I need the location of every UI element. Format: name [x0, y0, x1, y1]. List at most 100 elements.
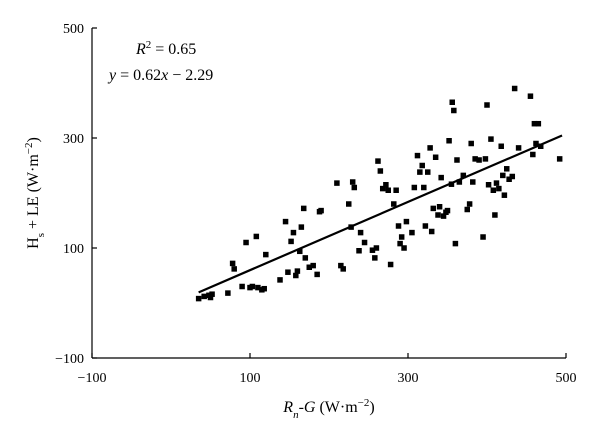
data-point: [263, 251, 269, 258]
eq-intercept: − 2.29: [168, 67, 213, 84]
x-ticks: −100 100 300 500: [78, 353, 577, 386]
data-point: [385, 187, 391, 193]
data-point: [432, 154, 439, 160]
y-tick-label: 300: [63, 132, 84, 147]
x-title-dash: -: [299, 399, 304, 416]
x-title-sub: n: [293, 409, 299, 421]
data-point: [357, 229, 364, 236]
data-point: [488, 136, 494, 142]
data-point: [243, 239, 249, 246]
data-point: [310, 262, 316, 269]
data-point: [535, 120, 542, 127]
data-point: [297, 248, 303, 255]
data-point: [498, 143, 504, 149]
data-point: [428, 228, 435, 235]
data-point: [454, 157, 460, 163]
data-point: [493, 180, 500, 186]
data-point: [531, 120, 538, 127]
data-point: [449, 99, 455, 105]
data-point: [430, 205, 437, 212]
data-point: [207, 294, 214, 301]
data-point: [419, 162, 425, 169]
data-point: [294, 268, 301, 274]
eq-x: x: [160, 67, 168, 84]
data-point: [318, 207, 324, 214]
data-point: [468, 140, 474, 147]
data-point: [369, 247, 376, 253]
data-point: [387, 261, 394, 268]
y-title-h: H: [25, 237, 42, 249]
data-point: [282, 218, 289, 225]
data-point: [533, 140, 539, 147]
data-point: [556, 156, 563, 162]
data-point: [201, 293, 207, 300]
data-point: [393, 187, 399, 193]
r2-symbol: R: [135, 41, 146, 58]
data-point: [466, 201, 473, 207]
data-point: [440, 213, 447, 219]
data-point: [249, 283, 256, 290]
data-point: [506, 176, 512, 182]
data-point: [414, 152, 421, 159]
eq-y: y: [107, 67, 117, 84]
data-point: [293, 272, 299, 279]
y-tick-label: 500: [63, 22, 84, 37]
y-ticks: −100 100 300 500: [55, 22, 97, 367]
data-point: [464, 206, 470, 213]
data-point: [500, 172, 506, 179]
data-point: [421, 184, 427, 191]
data-point: [225, 290, 231, 296]
data-point: [537, 143, 544, 149]
data-point: [527, 93, 534, 99]
y-axis-title: Hs + LE (W·m−2): [23, 137, 47, 249]
data-point: [530, 151, 536, 158]
data-point: [451, 107, 457, 114]
r2-superscript: 2: [146, 39, 152, 51]
x-title-r: R: [282, 399, 293, 416]
data-point: [349, 179, 356, 185]
data-point: [314, 271, 320, 278]
data-point: [377, 168, 384, 174]
data-point: [456, 179, 463, 185]
data-point: [209, 291, 215, 297]
data-point: [444, 207, 451, 214]
y-title-close: ): [25, 137, 42, 142]
data-point: [261, 285, 267, 292]
x-tick-label: 500: [556, 371, 577, 386]
data-point: [375, 158, 381, 164]
data-point: [351, 184, 358, 191]
data-point: [395, 223, 402, 229]
data-point: [411, 184, 418, 191]
data-point: [288, 238, 294, 245]
y-tick-label: 100: [63, 242, 84, 257]
regression-line: [198, 134, 563, 294]
data-point: [290, 229, 297, 236]
data-point: [485, 182, 492, 188]
y-title-sub: s: [35, 233, 47, 237]
data-point: [417, 169, 423, 175]
data-point: [372, 255, 378, 261]
data-point: [446, 138, 452, 144]
data-point: [373, 245, 380, 251]
r-squared-annotation: R2 = 0.65: [135, 39, 196, 58]
data-point: [195, 295, 202, 302]
data-point: [379, 185, 386, 192]
data-point: [422, 223, 429, 229]
x-title-close: ): [369, 399, 374, 416]
data-point: [401, 245, 407, 251]
data-point: [496, 185, 502, 192]
data-point: [480, 234, 486, 240]
data-points: [195, 85, 563, 302]
data-point: [361, 239, 368, 246]
x-title-sup: −2: [358, 397, 370, 409]
data-point: [397, 240, 403, 247]
data-point: [425, 169, 431, 175]
data-point: [277, 277, 283, 283]
data-point: [239, 283, 245, 290]
data-point: [511, 85, 518, 92]
data-point: [501, 192, 508, 198]
data-point: [340, 266, 346, 272]
data-point: [356, 248, 362, 254]
data-point: [398, 234, 405, 240]
